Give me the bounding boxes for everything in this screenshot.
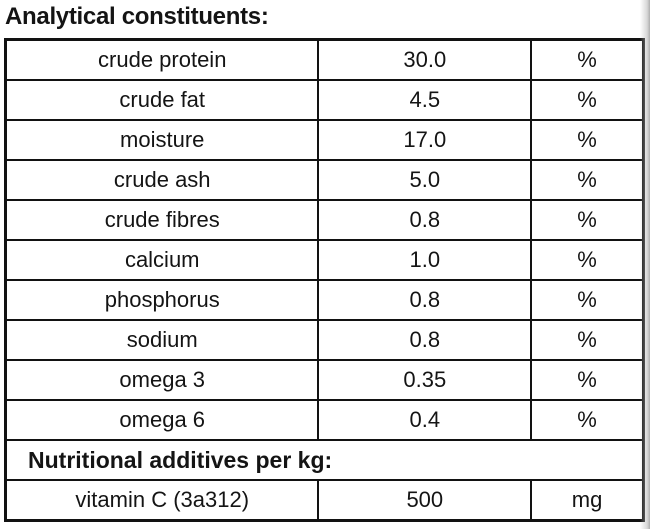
constituent-unit-cell: % xyxy=(530,399,645,441)
constituent-unit-cell: % xyxy=(530,359,645,401)
constituent-name-cell: phosphorus xyxy=(4,279,320,321)
constituent-value-cell: 5.0 xyxy=(317,159,533,201)
constituent-name-cell: omega 3 xyxy=(4,359,320,401)
table-row: crude ash 5.0 % xyxy=(4,159,645,201)
constituent-value-cell: 0.35 xyxy=(317,359,533,401)
additive-name-cell: vitamin C (3a312) xyxy=(4,479,320,522)
constituent-unit-cell: % xyxy=(530,159,645,201)
nutritional-additives-header: Nutritional additives per kg: xyxy=(4,439,645,481)
constituent-name-cell: calcium xyxy=(4,239,320,281)
constituent-name-cell: crude fibres xyxy=(4,199,320,241)
constituent-value-cell: 0.8 xyxy=(317,319,533,361)
table-row: calcium 1.0 % xyxy=(4,239,645,281)
constituent-value-cell: 17.0 xyxy=(317,119,533,161)
constituent-unit-cell: % xyxy=(530,38,645,81)
additive-unit-cell: mg xyxy=(530,479,645,522)
constituent-unit-cell: % xyxy=(530,79,645,121)
section-header-row: Nutritional additives per kg: xyxy=(4,439,645,481)
constituent-value-cell: 1.0 xyxy=(317,239,533,281)
table-row: crude fibres 0.8 % xyxy=(4,199,645,241)
constituent-unit-cell: % xyxy=(530,239,645,281)
table-row: sodium 0.8 % xyxy=(4,319,645,361)
additive-value-cell: 500 xyxy=(317,479,533,522)
constituent-unit-cell: % xyxy=(530,279,645,321)
constituent-name-cell: omega 6 xyxy=(4,399,320,441)
table-row: crude fat 4.5 % xyxy=(4,79,645,121)
constituent-name-cell: moisture xyxy=(4,119,320,161)
constituent-value-cell: 30.0 xyxy=(317,38,533,81)
nutrition-analysis-table: crude protein 30.0 % crude fat 4.5 % moi… xyxy=(4,38,645,522)
constituent-value-cell: 0.4 xyxy=(317,399,533,441)
table-row: omega 6 0.4 % xyxy=(4,399,645,441)
constituent-value-cell: 0.8 xyxy=(317,279,533,321)
table-row: phosphorus 0.8 % xyxy=(4,279,645,321)
analytical-constituents-title: Analytical constituents: xyxy=(5,3,269,30)
constituent-value-cell: 0.8 xyxy=(317,199,533,241)
constituent-name-cell: crude protein xyxy=(4,38,320,81)
table-row: omega 3 0.35 % xyxy=(4,359,645,401)
table-row: moisture 17.0 % xyxy=(4,119,645,161)
table-row: vitamin C (3a312) 500 mg xyxy=(4,479,645,522)
constituent-value-cell: 4.5 xyxy=(317,79,533,121)
constituent-name-cell: crude fat xyxy=(4,79,320,121)
constituent-unit-cell: % xyxy=(530,319,645,361)
constituent-name-cell: crude ash xyxy=(4,159,320,201)
constituent-unit-cell: % xyxy=(530,119,645,161)
constituent-unit-cell: % xyxy=(530,199,645,241)
constituent-name-cell: sodium xyxy=(4,319,320,361)
table-row: crude protein 30.0 % xyxy=(4,38,645,81)
